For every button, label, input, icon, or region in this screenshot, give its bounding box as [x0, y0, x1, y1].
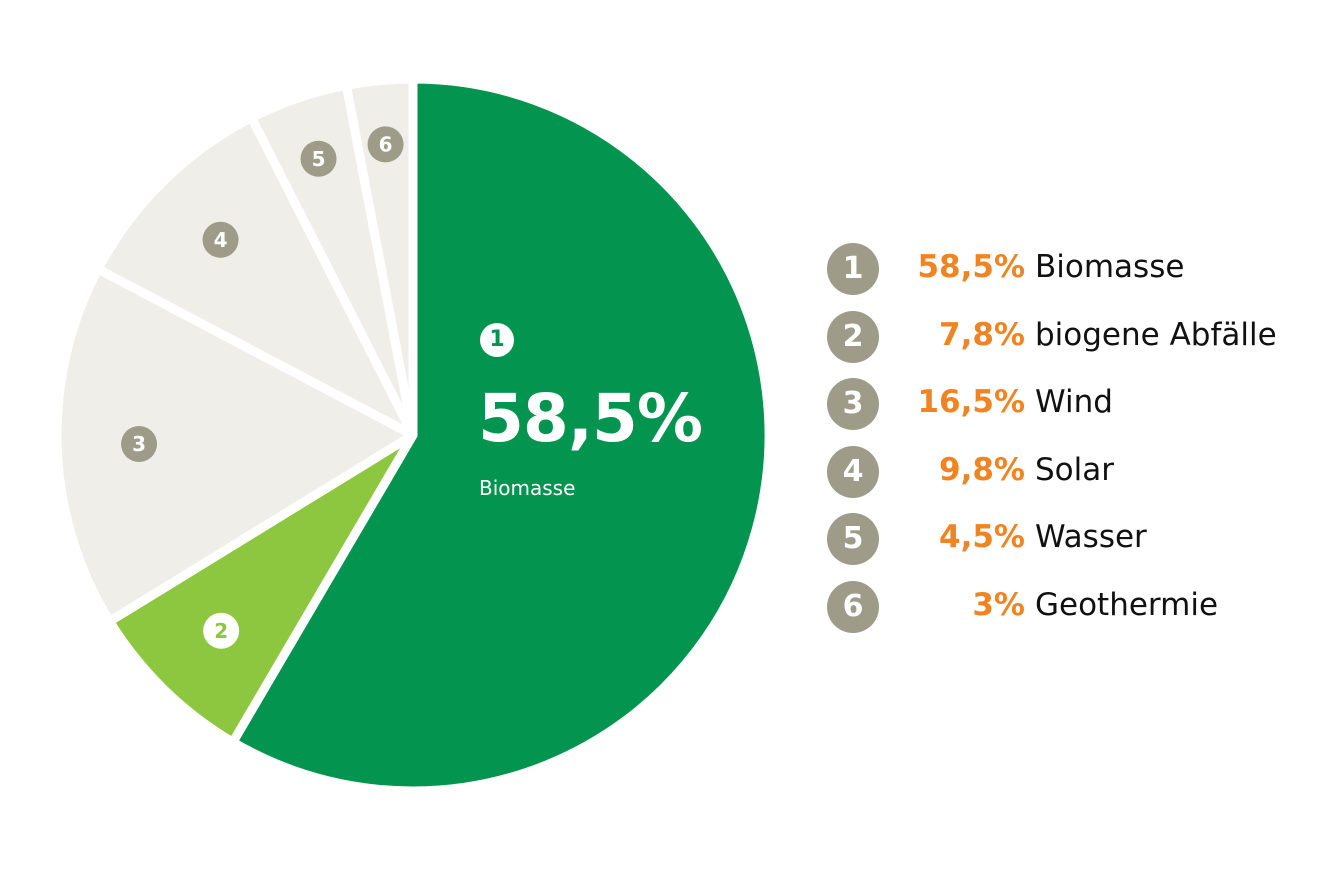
- slice-badge-circle: [300, 140, 337, 177]
- slice-badge-4: 4: [202, 221, 239, 258]
- legend-item: 3 16,5% Wind: [827, 378, 1307, 446]
- slice-badge-number: 4: [214, 228, 228, 252]
- highlight-value: 58,5%: [478, 380, 703, 457]
- legend-badge: 6: [827, 580, 879, 633]
- legend-item: 2 7,8% biogene Abfälle: [827, 310, 1307, 379]
- legend-item: 1 58,5% Biomasse: [827, 243, 1307, 311]
- legend-badge: 3: [827, 378, 879, 430]
- legend-percent: 4,5%: [939, 519, 1025, 555]
- legend-label: biogene Abfälle: [1035, 316, 1277, 353]
- pie-chart: 2 3 4 5 6: [52, 74, 774, 796]
- legend-label: Wind: [1035, 384, 1113, 420]
- pie-slice-4: [93, 113, 418, 440]
- slice-badge-6: 6: [367, 126, 404, 163]
- slice-badge-number: 6: [379, 132, 393, 156]
- legend-badge: 1: [827, 243, 879, 295]
- legend-item: 5 4,5% Wasser: [827, 513, 1307, 581]
- slice-badge-5: 5: [300, 140, 337, 177]
- slice-badge-circle: [121, 426, 158, 463]
- legend-badge: 2: [827, 310, 879, 363]
- legend-percent: 3%: [972, 586, 1025, 623]
- slice-badge-circle: [367, 126, 404, 163]
- slice-badge-number: 3: [132, 432, 146, 456]
- pie-slice-3: [52, 264, 418, 626]
- highlight-badge: 1: [480, 323, 514, 357]
- legend-badge: 5: [827, 513, 879, 565]
- legend-percent: 16,5%: [917, 384, 1025, 420]
- pie-slice-1: [228, 74, 774, 796]
- legend-label: Biomasse: [1035, 249, 1185, 285]
- pie-slice-2: [105, 430, 418, 747]
- slice-badge-number: 5: [312, 147, 326, 171]
- legend-label: Geothermie: [1035, 586, 1219, 623]
- legend-percent: 7,8%: [939, 316, 1025, 353]
- highlight-label: Biomasse: [479, 476, 576, 500]
- legend-percent: 9,8%: [939, 451, 1025, 488]
- legend-label: Solar: [1035, 451, 1114, 488]
- legend-badge: 4: [827, 445, 879, 498]
- legend: 1 58,5% Biomasse 2 7,8% biogene Abfälle 3 16,…: [827, 243, 1307, 648]
- legend-item: 4 9,8% Solar: [827, 445, 1307, 514]
- legend-percent: 58,5%: [917, 249, 1025, 285]
- pie-slice-6: [341, 74, 418, 440]
- slice-badge-circle: [203, 612, 240, 649]
- legend-item: 6 3% Geothermie: [827, 580, 1307, 649]
- slice-badge-2: 2: [203, 612, 240, 649]
- slice-badge-3: 3: [121, 426, 158, 463]
- slice-badge-number: 2: [214, 619, 228, 643]
- legend-label: Wasser: [1035, 519, 1147, 555]
- slice-badge-circle: [202, 221, 239, 258]
